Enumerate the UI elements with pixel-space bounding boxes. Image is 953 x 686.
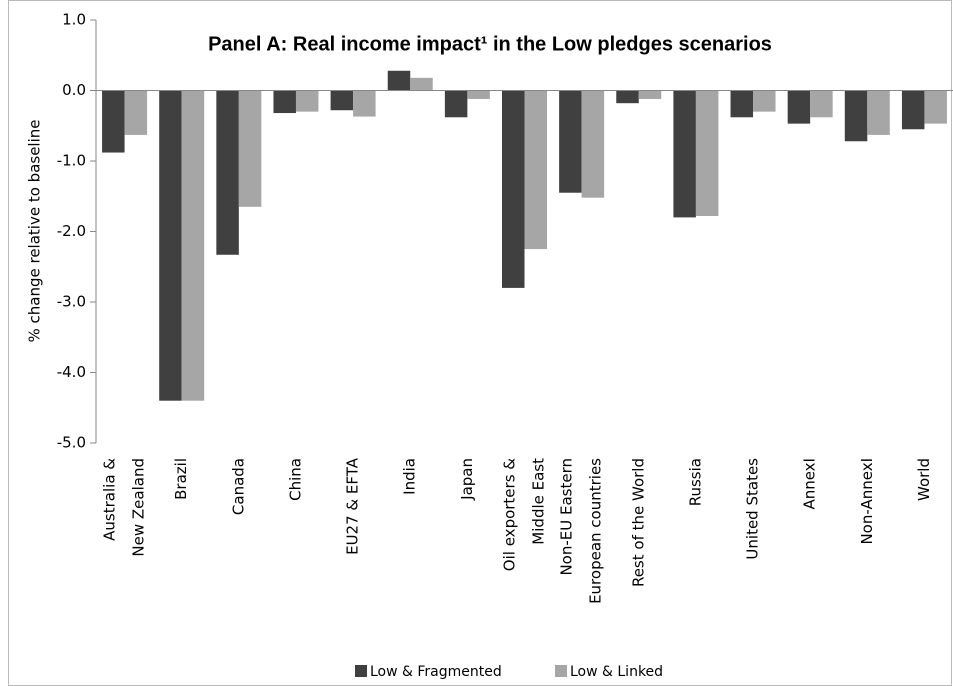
bar xyxy=(673,90,696,218)
bar xyxy=(638,90,662,99)
legend-label: Low & Linked xyxy=(570,664,663,680)
y-tick-label: -5.0 xyxy=(57,434,86,452)
bar xyxy=(273,90,296,114)
x-tick-label: Japan xyxy=(458,458,476,501)
bar xyxy=(159,90,182,401)
x-tick-label: United States xyxy=(744,458,762,560)
bar xyxy=(181,90,205,401)
bar xyxy=(410,77,433,91)
y-tick-label: -1.0 xyxy=(57,152,86,170)
bar xyxy=(616,90,639,104)
bar xyxy=(444,90,468,118)
x-tick-label: India xyxy=(401,458,419,495)
bar xyxy=(524,90,547,250)
chart-title: Panel A: Real income impact¹ in the Low … xyxy=(208,33,772,55)
x-tick-label: Canada xyxy=(229,458,247,515)
x-tick-label: AnnexI xyxy=(801,458,819,510)
bar xyxy=(787,90,811,124)
bar xyxy=(867,90,890,135)
bar xyxy=(730,90,754,118)
x-tick-label: Non-AnnexI xyxy=(858,458,876,545)
y-tick-label: 0.0 xyxy=(62,81,86,99)
bar xyxy=(353,90,376,117)
x-tick-label: European countries xyxy=(587,458,605,604)
legend-swatch xyxy=(355,665,367,677)
y-tick-label: 1.0 xyxy=(62,11,86,29)
legend-swatch xyxy=(555,665,567,677)
y-axis-title: % change relative to baseline xyxy=(26,120,44,343)
bar xyxy=(102,90,125,153)
bar xyxy=(901,90,925,130)
bar xyxy=(467,90,490,99)
bar xyxy=(559,90,582,193)
bar xyxy=(502,90,525,288)
y-tick-label: -4.0 xyxy=(57,363,86,381)
bar xyxy=(581,90,605,198)
legend-label: Low & Fragmented xyxy=(370,664,502,680)
bar xyxy=(330,90,354,111)
x-tick-label: Non-EU Eastern xyxy=(558,458,576,576)
x-tick-label: EU27 & EFTA xyxy=(344,457,362,555)
x-tick-label: Russia xyxy=(686,458,704,506)
bar xyxy=(844,90,868,142)
bar xyxy=(387,70,411,91)
bar xyxy=(810,90,833,118)
bar xyxy=(924,90,947,124)
x-tick-label: Middle East xyxy=(530,458,548,545)
x-tick-label: Oil exporters & xyxy=(501,458,519,571)
x-tick-label: Brazil xyxy=(172,458,190,500)
bar xyxy=(216,90,239,255)
x-tick-label: China xyxy=(286,458,304,501)
x-tick-label: World xyxy=(915,458,933,501)
x-tick-label: New Zealand xyxy=(130,458,148,557)
bar xyxy=(124,90,148,135)
bar xyxy=(753,90,776,112)
bar xyxy=(238,90,262,207)
x-tick-label: Rest of the World xyxy=(629,458,647,587)
y-tick-label: -3.0 xyxy=(57,293,86,311)
bar xyxy=(295,90,319,112)
x-tick-label: Australia & xyxy=(101,458,119,541)
bar xyxy=(695,90,719,216)
y-tick-label: -2.0 xyxy=(57,222,86,240)
